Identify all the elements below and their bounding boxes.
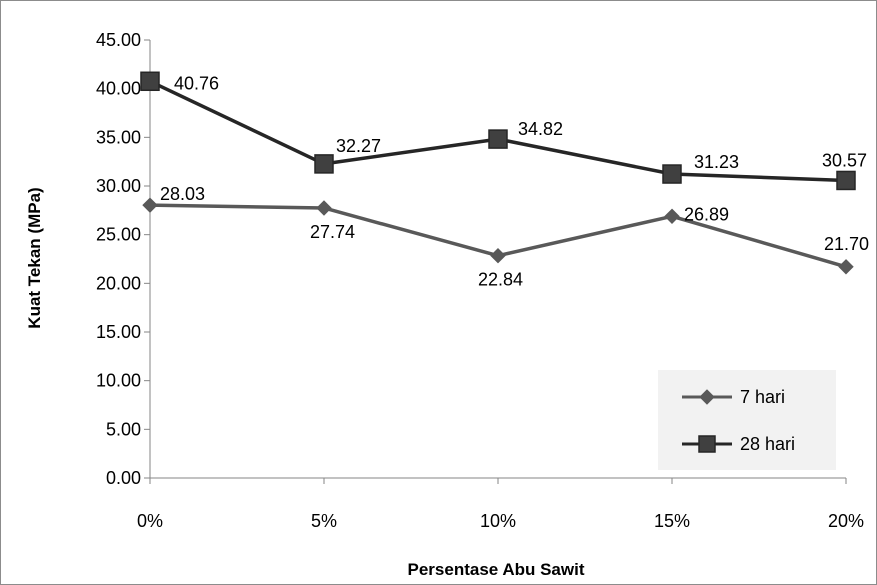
legend-box (658, 370, 836, 470)
data-label: 26.89 (684, 204, 729, 224)
y-tick-label: 45.00 (96, 30, 141, 50)
legend: 7 hari 28 hari (658, 370, 836, 470)
y-tick-label: 20.00 (96, 273, 141, 293)
x-tick-label: 10% (480, 511, 516, 531)
data-label: 28.03 (160, 184, 205, 204)
y-axis-title: Kuat Tekan (MPa) (25, 187, 44, 328)
data-label: 32.27 (336, 136, 381, 156)
y-tick-label: 15.00 (96, 322, 141, 342)
x-axis-title: Persentase Abu Sawit (408, 560, 585, 579)
x-tick-label: 5% (311, 511, 337, 531)
data-point-square (140, 71, 160, 92)
y-tick-label: 5.00 (106, 419, 141, 439)
data-point-diamond (142, 197, 158, 213)
x-tick-label: 15% (654, 511, 690, 531)
data-label: 31.23 (694, 152, 739, 172)
data-label: 27.74 (310, 222, 355, 242)
y-tick-label: 0.00 (106, 468, 141, 488)
legend-label-28-hari: 28 hari (740, 434, 795, 454)
data-point-diamond (664, 208, 680, 224)
x-tick-label: 0% (137, 511, 163, 531)
y-tick-label: 30.00 (96, 176, 141, 196)
y-tick-label: 10.00 (96, 371, 141, 391)
x-tick-label: 20% (828, 511, 864, 531)
data-point-diamond (490, 247, 506, 264)
data-point-square (836, 170, 856, 191)
x-axis-ticks: 0% 5% 10% 15% 20% (137, 478, 864, 531)
legend-label-7-hari: 7 hari (740, 387, 785, 407)
data-label: 30.57 (822, 150, 867, 170)
y-tick-label: 25.00 (96, 225, 141, 245)
data-labels: 28.03 27.74 22.84 26.89 21.70 40.76 32.27 34.82… (160, 73, 869, 289)
data-point-square (314, 154, 334, 174)
data-label: 21.70 (824, 234, 869, 254)
y-axis-ticks: 0.00 5.00 10.00 15.00 20.00 25.00 30.00 35.00 40… (96, 30, 150, 488)
legend-marker-diamond (699, 389, 715, 405)
data-point-square (488, 129, 508, 149)
legend-marker-square (698, 435, 716, 453)
data-point-square (662, 164, 682, 184)
data-label: 40.76 (174, 73, 219, 93)
y-tick-label: 40.00 (96, 79, 141, 99)
data-label: 22.84 (478, 270, 523, 290)
data-point-diamond (316, 200, 332, 216)
data-point-diamond (838, 259, 854, 275)
y-tick-label: 35.00 (96, 127, 141, 147)
data-label: 34.82 (518, 119, 563, 139)
series-layer (140, 71, 856, 275)
